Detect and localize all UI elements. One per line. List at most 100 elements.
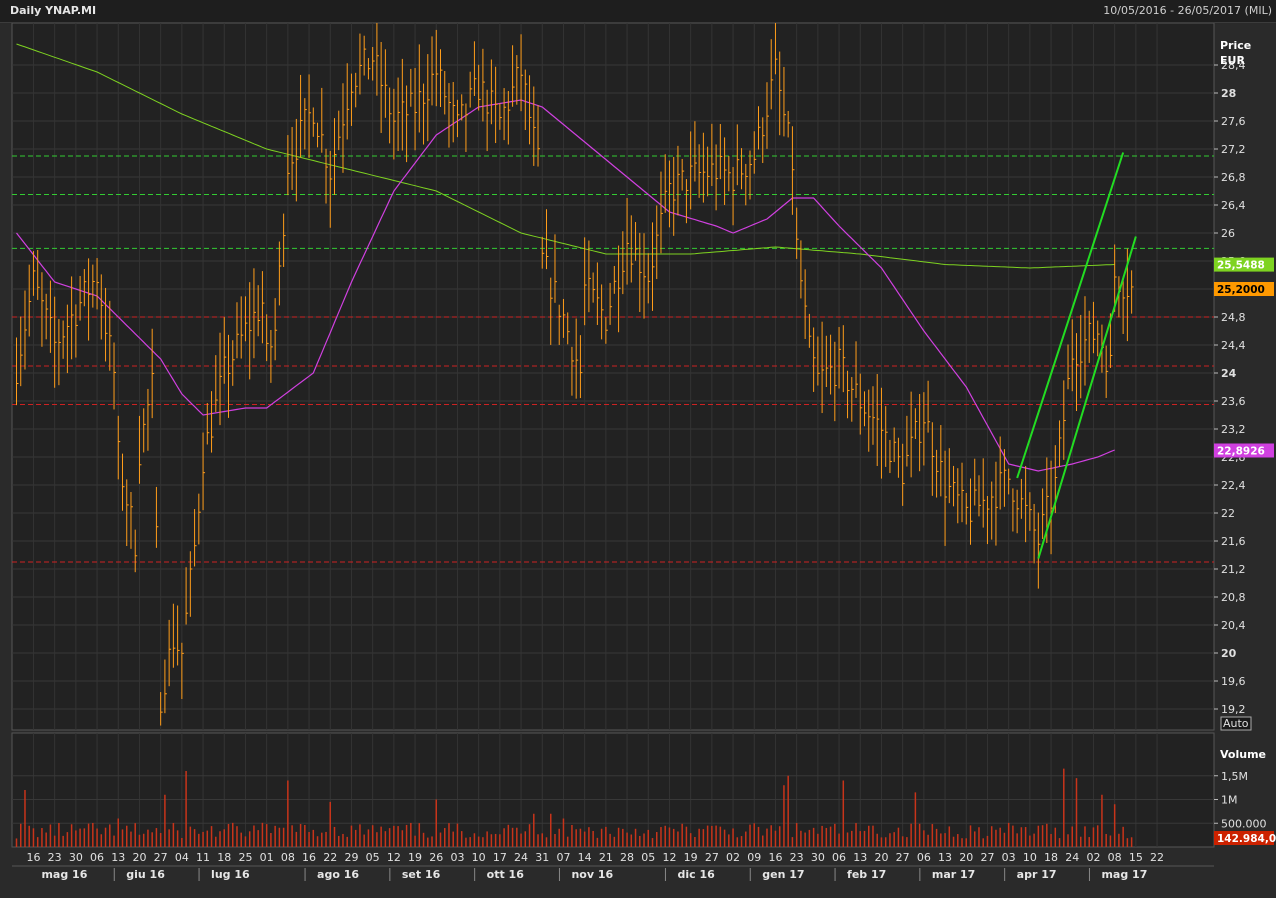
price-tick-label: 23,2 bbox=[1221, 423, 1246, 436]
price-panel[interactable] bbox=[11, 23, 1215, 731]
day-tick-label: 20 bbox=[959, 851, 973, 864]
price-tick-label: 23,6 bbox=[1221, 395, 1246, 408]
day-tick-label: 12 bbox=[387, 851, 401, 864]
month-label: ago 16 bbox=[317, 868, 359, 881]
price-tick-label: 21,6 bbox=[1221, 535, 1246, 548]
price-tick-label: 24,8 bbox=[1221, 311, 1246, 324]
price-tick-label: 20 bbox=[1221, 647, 1237, 660]
svg-text:22,8926: 22,8926 bbox=[1217, 446, 1265, 458]
day-tick-label: 30 bbox=[69, 851, 83, 864]
day-tick-label: 28 bbox=[620, 851, 634, 864]
price-tick-label: 26,4 bbox=[1221, 199, 1246, 212]
day-tick-label: 31 bbox=[535, 851, 549, 864]
day-tick-label: 21 bbox=[599, 851, 613, 864]
price-tick-label: 27,2 bbox=[1221, 143, 1246, 156]
day-tick-label: 13 bbox=[853, 851, 867, 864]
day-tick-label: 03 bbox=[1002, 851, 1016, 864]
chart[interactable]: 28,42827,627,226,826,42625,625,224,824,4… bbox=[0, 23, 1276, 898]
day-tick-label: 02 bbox=[726, 851, 740, 864]
day-tick-label: 10 bbox=[472, 851, 486, 864]
price-tick-label: 19,6 bbox=[1221, 675, 1246, 688]
volume-axis-title: Volume bbox=[1220, 748, 1266, 761]
sma-short-line bbox=[16, 99, 1115, 472]
day-tick-label: 13 bbox=[111, 851, 125, 864]
day-tick-label: 16 bbox=[26, 851, 40, 864]
day-tick-label: 25 bbox=[238, 851, 252, 864]
time-axis: 16 23 30 06 13 20 27 04 11 18 25 01 08 16 22 29 05 12 19 26… bbox=[12, 851, 1214, 881]
day-tick-label: 18 bbox=[217, 851, 231, 864]
day-tick-label: 27 bbox=[980, 851, 994, 864]
price-axis: 28,42827,627,226,826,42625,625,224,824,4… bbox=[1214, 59, 1246, 716]
price-axis-unit: EUR bbox=[1220, 54, 1245, 67]
price-tick-label: 24 bbox=[1221, 367, 1237, 380]
day-tick-label: 04 bbox=[175, 851, 189, 864]
volume-bars bbox=[15, 768, 1133, 847]
day-tick-label: 29 bbox=[344, 851, 358, 864]
last-price-badge: 25,2000 bbox=[1214, 282, 1274, 296]
day-tick-label: 18 bbox=[1044, 851, 1058, 864]
day-tick-label: 08 bbox=[1108, 851, 1122, 864]
day-tick-label: 12 bbox=[662, 851, 676, 864]
day-tick-label: 19 bbox=[684, 851, 698, 864]
day-tick-label: 16 bbox=[768, 851, 782, 864]
month-label: lug 16 bbox=[211, 868, 250, 881]
day-tick-label: 10 bbox=[1023, 851, 1037, 864]
day-tick-label: 07 bbox=[556, 851, 570, 864]
day-tick-label: 24 bbox=[1065, 851, 1079, 864]
price-bars bbox=[16, 23, 1134, 726]
day-tick-label: 22 bbox=[1150, 851, 1164, 864]
title-bar: Daily YNAP.MI 10/05/2016 - 26/05/2017 (M… bbox=[0, 0, 1276, 23]
svg-text:Auto: Auto bbox=[1223, 717, 1249, 730]
day-tick-label: 15 bbox=[1129, 851, 1143, 864]
sma-short-badge: 22,8926 bbox=[1214, 443, 1274, 458]
day-tick-label: 23 bbox=[48, 851, 62, 864]
price-tick-label: 28,4 bbox=[1221, 59, 1246, 72]
trend-line-upper bbox=[1016, 152, 1125, 479]
day-tick-label: 01 bbox=[260, 851, 274, 864]
day-tick-label: 13 bbox=[938, 851, 952, 864]
sma-long-badge: 25,5488 bbox=[1214, 257, 1274, 272]
trend-line-lower bbox=[1037, 236, 1137, 559]
last-volume-badge: 142.984,00 bbox=[1214, 831, 1276, 845]
month-label: mag 17 bbox=[1101, 868, 1147, 881]
price-tick-label: 27,6 bbox=[1221, 115, 1246, 128]
month-label: dic 16 bbox=[677, 868, 715, 881]
day-tick-label: 27 bbox=[705, 851, 719, 864]
day-tick-label: 20 bbox=[132, 851, 146, 864]
day-tick-label: 27 bbox=[896, 851, 910, 864]
price-tick-label: 19,2 bbox=[1221, 703, 1246, 716]
price-axis-title: Price bbox=[1220, 39, 1251, 52]
price-tick-label: 20,4 bbox=[1221, 619, 1246, 632]
auto-scale-button[interactable]: Auto bbox=[1220, 716, 1252, 731]
month-label: gen 17 bbox=[762, 868, 804, 881]
day-tick-label: 17 bbox=[493, 851, 507, 864]
month-label: feb 17 bbox=[847, 868, 886, 881]
month-label: mar 17 bbox=[932, 868, 975, 881]
price-tick-label: 22,4 bbox=[1221, 479, 1246, 492]
day-tick-label: 02 bbox=[1086, 851, 1100, 864]
price-tick-label: 21,2 bbox=[1221, 563, 1246, 576]
day-tick-label: 06 bbox=[917, 851, 931, 864]
volume-axis: 1,5M 1M 500.000 bbox=[1214, 770, 1267, 830]
horizontal-levels bbox=[12, 155, 1214, 563]
day-tick-label: 30 bbox=[811, 851, 825, 864]
volume-tick-label: 500.000 bbox=[1221, 817, 1267, 830]
day-tick-label: 11 bbox=[196, 851, 210, 864]
day-tick-label: 05 bbox=[366, 851, 380, 864]
day-tick-label: 05 bbox=[641, 851, 655, 864]
price-tick-label: 28 bbox=[1221, 87, 1236, 100]
day-tick-label: 22 bbox=[323, 851, 337, 864]
day-tick-label: 23 bbox=[790, 851, 804, 864]
price-tick-label: 24,4 bbox=[1221, 339, 1246, 352]
sma-long-line bbox=[16, 43, 1115, 269]
day-tick-label: 06 bbox=[90, 851, 104, 864]
trend-channel bbox=[1016, 152, 1137, 559]
month-label: giu 16 bbox=[126, 868, 165, 881]
month-label: mag 16 bbox=[41, 868, 87, 881]
chart-title: Daily YNAP.MI bbox=[10, 4, 97, 17]
day-tick-label: 09 bbox=[747, 851, 761, 864]
day-tick-label: 08 bbox=[281, 851, 295, 864]
volume-panel[interactable] bbox=[11, 732, 1215, 848]
volume-tick-label: 1,5M bbox=[1221, 770, 1248, 783]
price-tick-label: 26,8 bbox=[1221, 171, 1246, 184]
